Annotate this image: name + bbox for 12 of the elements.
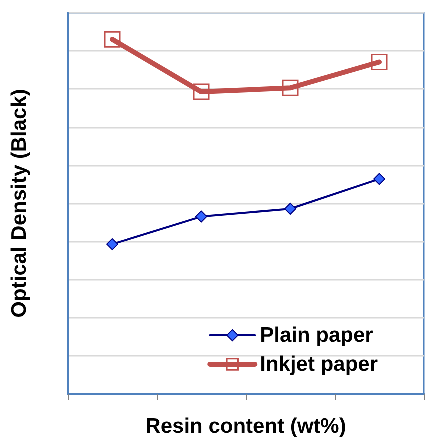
point (284, 202, 296, 215)
point (106, 238, 118, 250)
point (193, 84, 210, 100)
point (196, 210, 208, 223)
legend-label: Inkjet paper (260, 353, 378, 376)
x-axis-title: Resin content (wt%) (146, 415, 346, 438)
y-axis-title: Optical Density (Black) (8, 89, 31, 318)
point (371, 54, 388, 71)
point (374, 173, 386, 186)
legend-label: Plain paper (260, 324, 374, 347)
point (104, 31, 121, 48)
point (282, 80, 299, 96)
